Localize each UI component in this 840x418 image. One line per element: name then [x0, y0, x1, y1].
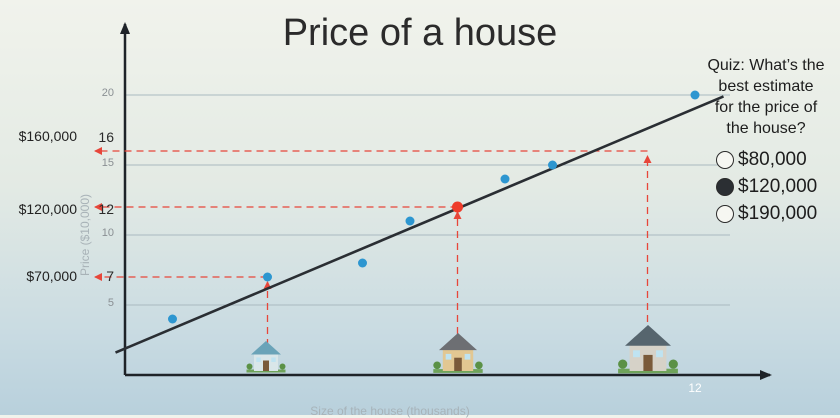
y-tick-label: 10	[101, 227, 114, 239]
window	[656, 350, 663, 358]
x-axis-label: Size of the house (thousands)	[310, 404, 470, 418]
bush	[668, 359, 678, 369]
y-tick-label: 15	[101, 157, 114, 169]
data-point	[168, 314, 177, 324]
radio-button-selected[interactable]	[716, 177, 734, 196]
quiz-option-label: $80,000	[738, 148, 807, 170]
bush	[618, 359, 628, 369]
quiz-question-line: best estimate	[718, 78, 814, 95]
y-tick-label: 5	[107, 297, 114, 309]
predicted-point	[452, 201, 463, 213]
door	[263, 360, 269, 371]
quiz-option-190000[interactable]: $190,000	[716, 200, 817, 227]
data-point	[358, 258, 367, 268]
door	[454, 357, 462, 371]
x-tick-label: 12	[688, 381, 702, 395]
quiz-options: $80,000 $120,000 $190,000	[716, 146, 817, 227]
quiz-option-label: $120,000	[738, 175, 818, 197]
roof	[439, 333, 477, 351]
radio-button[interactable]	[716, 204, 734, 223]
dollar-label: $120,000	[18, 201, 77, 217]
dollar-label: $160,000	[18, 128, 77, 144]
bush	[279, 363, 286, 370]
quiz-question-line: the house?	[726, 120, 806, 137]
window	[464, 353, 471, 360]
quiz-question-line: Quiz: What’s the	[707, 57, 825, 74]
roof	[251, 341, 281, 355]
medium-house-icon	[433, 333, 483, 373]
dollar-label: $70,000	[26, 268, 77, 284]
roof	[625, 325, 671, 346]
bush	[433, 361, 441, 370]
window	[445, 353, 452, 360]
quiz-option-label: $190,000	[738, 202, 818, 224]
large-house-icon	[618, 325, 678, 374]
bush	[246, 363, 253, 370]
y-tick-label: 16	[98, 129, 114, 145]
y-axis-label: Price ($10,000)	[78, 193, 92, 277]
data-point	[548, 160, 557, 170]
small-house-icon	[246, 341, 286, 373]
window	[271, 357, 276, 362]
y-tick-label: 20	[101, 87, 114, 99]
data-point	[263, 272, 272, 282]
y-tick-label: 12	[98, 201, 114, 217]
quiz-question: Quiz: What’s the best estimate for the p…	[696, 55, 836, 139]
data-point	[500, 174, 510, 184]
window	[633, 350, 640, 358]
chart-title: Price of a house	[282, 12, 558, 54]
radio-button[interactable]	[716, 150, 734, 169]
bush	[475, 361, 483, 370]
quiz-question-line: for the price of	[714, 99, 818, 116]
quiz-option-80000[interactable]: $80,000	[716, 146, 817, 173]
window	[256, 357, 261, 362]
y-tick-label: 7	[106, 268, 114, 284]
quiz-option-120000[interactable]: $120,000	[716, 173, 817, 200]
data-point	[405, 216, 415, 226]
regression-line	[114, 95, 725, 354]
door	[643, 354, 653, 371]
data-point	[690, 90, 700, 100]
